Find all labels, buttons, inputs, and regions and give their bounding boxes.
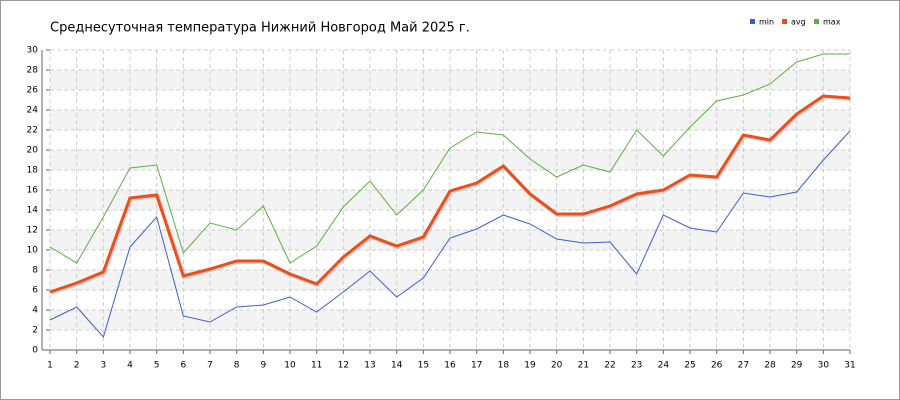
legend-label: min [759,18,774,27]
y-tick-label: 8 [32,266,38,276]
y-tick-label: 30 [27,46,39,56]
y-tick-label: 2 [32,326,38,336]
y-tick-label: 28 [27,66,39,76]
x-tick-label: 1 [47,361,53,371]
y-tick-label: 26 [27,86,39,96]
x-tick-label: 13 [364,361,375,371]
x-tick-label: 29 [791,361,803,371]
x-tick-label: 19 [524,361,536,371]
x-tick-label: 16 [444,361,456,371]
legend-swatch [814,19,819,24]
series-line [49,130,851,339]
y-tick-label: 0 [32,346,38,356]
x-tick-label: 22 [604,361,615,371]
x-tick-label: 31 [844,361,855,371]
grid-band [50,150,850,170]
legend-label: max [823,18,841,27]
x-tick-label: 14 [391,361,403,371]
x-tick-label: 9 [260,361,266,371]
x-tick-label: 17 [471,361,482,371]
y-tick-label: 22 [27,126,38,136]
x-tick-label: 26 [711,361,723,371]
x-tick-label: 23 [631,361,642,371]
x-tick-label: 30 [818,361,830,371]
x-tick-label: 10 [284,361,296,371]
legend-label: avg [791,18,806,27]
x-tick-label: 15 [418,361,429,371]
legend-swatch [750,19,755,24]
x-tick-label: 27 [738,361,749,371]
x-tick-label: 24 [658,361,670,371]
chart-title: Среднесуточная температура Нижний Новгор… [50,21,470,36]
x-tick-label: 20 [551,361,563,371]
series-line [49,94,851,294]
grid-band [50,270,850,290]
series-line [49,53,850,264]
x-tick-label: 2 [74,361,80,371]
x-tick-label: 4 [127,361,133,371]
x-tick-label: 28 [764,361,776,371]
x-tick-label: 21 [578,361,589,371]
x-tick-label: 5 [154,361,160,371]
x-tick-label: 12 [338,361,349,371]
legend-swatch [782,19,787,24]
y-tick-label: 18 [27,166,39,176]
x-tick-label: 6 [180,361,186,371]
y-tick-label: 14 [27,206,39,216]
x-tick-label: 8 [234,361,240,371]
x-tick-label: 25 [684,361,695,371]
x-tick-label: 7 [207,361,213,371]
y-tick-label: 4 [32,306,38,316]
y-tick-label: 12 [27,226,38,236]
x-tick-label: 3 [100,361,106,371]
y-tick-label: 16 [27,186,39,196]
y-tick-label: 10 [27,246,39,256]
x-tick-label: 18 [498,361,510,371]
x-tick-label: 11 [311,361,322,371]
y-tick-label: 6 [32,286,38,296]
y-tick-label: 24 [27,106,39,116]
y-tick-label: 20 [27,146,39,156]
